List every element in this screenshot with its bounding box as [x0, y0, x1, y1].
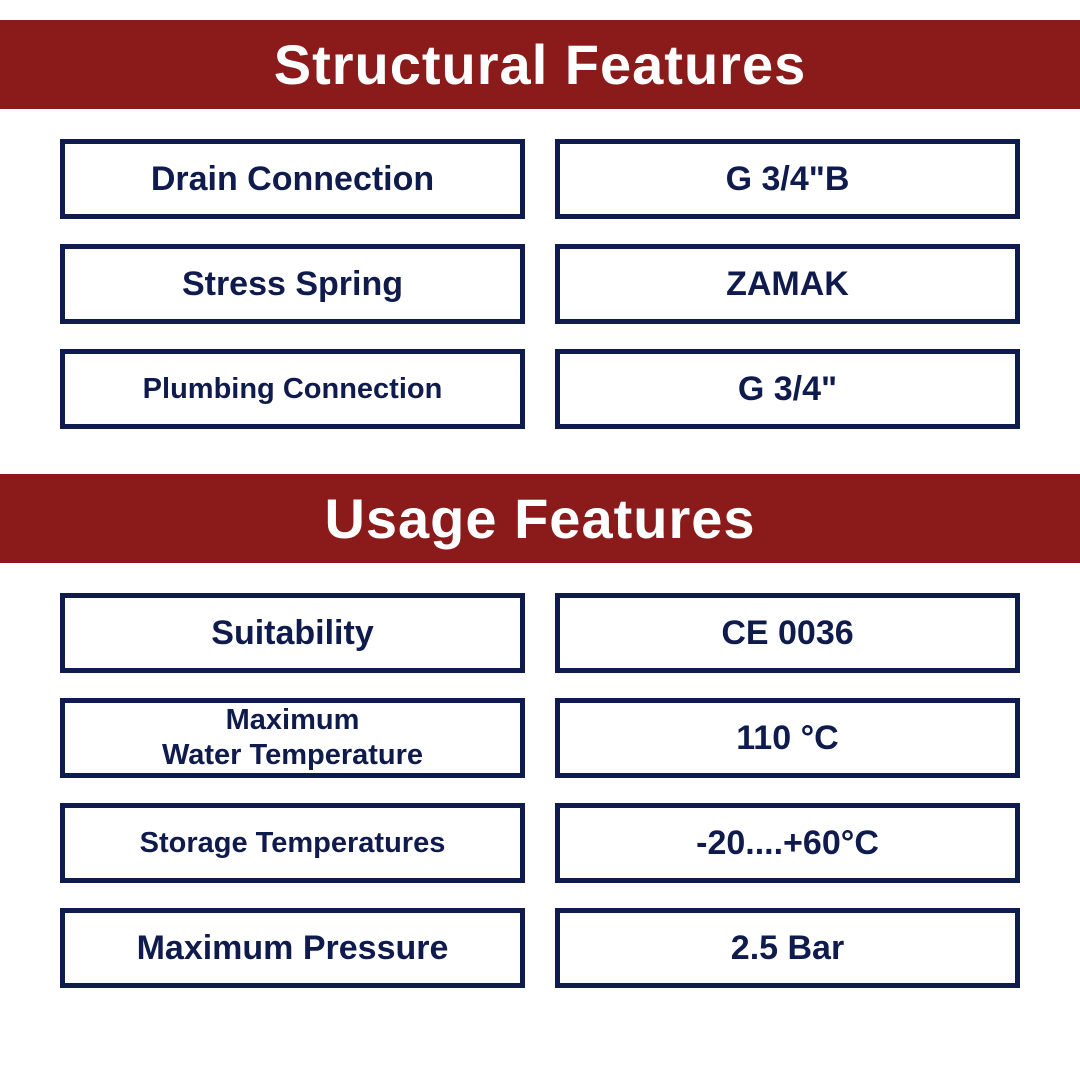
row-value-text: ZAMAK — [726, 264, 849, 305]
row-value-text: G 3/4"B — [726, 159, 850, 200]
section-header-text: Usage Features — [324, 487, 755, 550]
section-body: Suitability CE 0036 Maximum Water Temperat… — [0, 563, 1080, 1033]
row-label: Storage Temperatures — [60, 803, 525, 883]
row-label: Drain Connection — [60, 139, 525, 219]
row-label-text: Maximum Pressure — [137, 928, 449, 969]
row-label-text: Maximum Water Temperature — [162, 703, 423, 773]
row-value-text: CE 0036 — [721, 613, 853, 654]
row-value: CE 0036 — [555, 593, 1020, 673]
row-value-text: G 3/4" — [738, 369, 837, 410]
row-label-text: Stress Spring — [182, 264, 403, 305]
table-row: Drain Connection G 3/4"B — [60, 139, 1020, 219]
row-value: 2.5 Bar — [555, 908, 1020, 988]
section-header: Usage Features — [0, 474, 1080, 563]
row-label-text: Storage Temperatures — [140, 826, 446, 861]
table-row: Suitability CE 0036 — [60, 593, 1020, 673]
row-label-text: Suitability — [211, 613, 373, 654]
row-value: 110 °C — [555, 698, 1020, 778]
row-label: Plumbing Connection — [60, 349, 525, 429]
table-row: Stress Spring ZAMAK — [60, 244, 1020, 324]
row-value: G 3/4" — [555, 349, 1020, 429]
section-header: Structural Features — [0, 20, 1080, 109]
row-label: Suitability — [60, 593, 525, 673]
row-label-text: Drain Connection — [151, 159, 434, 200]
section-header-text: Structural Features — [274, 33, 807, 96]
row-value: G 3/4"B — [555, 139, 1020, 219]
row-label: Maximum Pressure — [60, 908, 525, 988]
row-label: Maximum Water Temperature — [60, 698, 525, 778]
table-row: Maximum Pressure 2.5 Bar — [60, 908, 1020, 988]
table-row: Storage Temperatures -20....+60°C — [60, 803, 1020, 883]
row-label: Stress Spring — [60, 244, 525, 324]
table-row: Plumbing Connection G 3/4" — [60, 349, 1020, 429]
row-value: -20....+60°C — [555, 803, 1020, 883]
row-value-text: 110 °C — [736, 718, 838, 759]
row-value-text: 2.5 Bar — [731, 928, 844, 969]
table-row: Maximum Water Temperature 110 °C — [60, 698, 1020, 778]
row-value-text: -20....+60°C — [696, 823, 879, 864]
row-label-text: Plumbing Connection — [143, 372, 443, 407]
section-body: Drain Connection G 3/4"B Stress Spring ZAMA… — [0, 109, 1080, 474]
row-value: ZAMAK — [555, 244, 1020, 324]
